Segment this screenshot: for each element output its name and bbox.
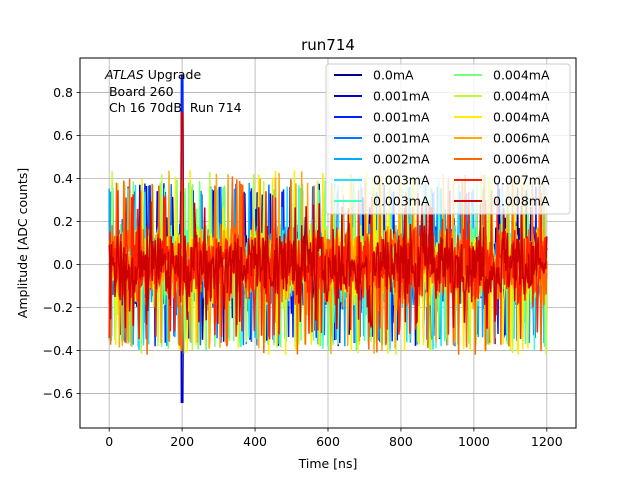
annotation-line-2: Board 260: [105, 84, 174, 99]
legend-label: 0.001mA: [373, 110, 430, 125]
legend-label: 0.007mA: [493, 173, 550, 188]
legend-label: 0.004mA: [493, 89, 550, 104]
legend-label: 0.0mA: [373, 68, 414, 83]
x-tick-label: 1200: [531, 434, 563, 449]
y-tick-label: 0.8: [53, 85, 73, 100]
series-line: [108, 112, 548, 330]
x-tick-label: 600: [316, 434, 340, 449]
legend-label: 0.006mA: [493, 152, 550, 167]
x-tick-label: 0: [105, 434, 113, 449]
legend-label: 0.001mA: [373, 131, 430, 146]
legend-label: 0.004mA: [493, 68, 550, 83]
y-tick-label: 0.6: [53, 128, 73, 143]
annotation-line-3: Ch 16 70dB Run 714: [105, 100, 242, 115]
legend-label: 0.001mA: [373, 89, 430, 104]
y-tick-label: 0.2: [53, 214, 73, 229]
x-tick-label: 400: [243, 434, 267, 449]
x-axis-label: Time [ns]: [298, 456, 358, 471]
atlas-annotation: ATLAS Upgrade Board 260 Ch 16 70dB Run 7…: [104, 67, 242, 115]
y-tick-label: 0.0: [53, 257, 73, 272]
chart-title: run714: [301, 36, 355, 54]
y-tick-label: −0.4: [43, 343, 73, 358]
legend-label: 0.003mA: [373, 173, 430, 188]
legend-label: 0.008mA: [493, 194, 550, 209]
ticks: 0 200 400 600 800 1000 1200 −0.6 −0.4 −0.2 0.0 0.2 0…: [43, 85, 563, 449]
y-tick-label: −0.2: [43, 300, 73, 315]
annotation-atlas: ATLAS: [104, 67, 144, 82]
annotation-upgrade: Upgrade: [144, 67, 202, 82]
legend-label: 0.002mA: [373, 152, 430, 167]
x-tick-label: 200: [170, 434, 194, 449]
y-tick-label: −0.6: [43, 386, 73, 401]
y-tick-label: 0.4: [53, 171, 73, 186]
x-tick-label: 800: [389, 434, 413, 449]
y-axis-label: Amplitude [ADC counts]: [15, 168, 30, 318]
legend-label: 0.004mA: [493, 110, 550, 125]
legend-label: 0.003mA: [373, 194, 430, 209]
legend: 0.0mA 0.001mA 0.001mA 0.001mA 0.002mA 0.003mA…: [325, 63, 571, 215]
annotation-line-1: ATLAS Upgrade: [104, 67, 201, 82]
legend-box: [325, 63, 571, 215]
legend-label: 0.006mA: [493, 131, 550, 146]
x-tick-label: 1000: [458, 434, 490, 449]
series-layer: [108, 74, 548, 403]
